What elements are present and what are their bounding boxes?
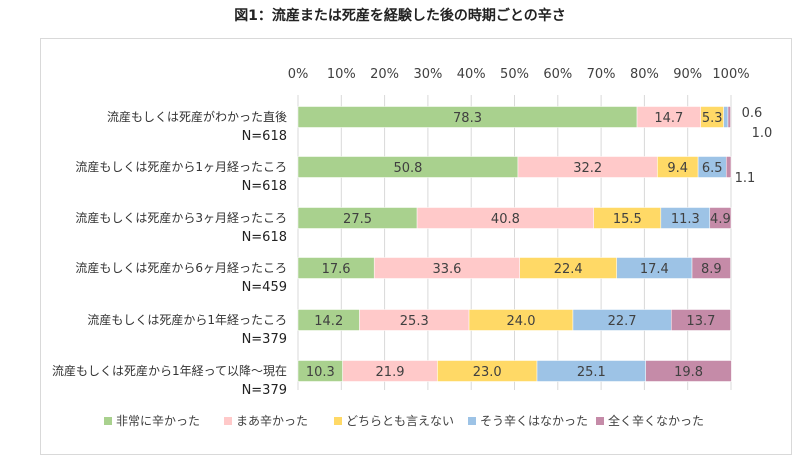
- data-label: 1.1: [735, 171, 756, 186]
- legend-swatch: [596, 417, 604, 425]
- category-label: 流産もしくは死産から3ヶ月経ったころ: [75, 210, 287, 225]
- x-tick-label: 40%: [457, 67, 486, 82]
- x-tick-label: 0%: [288, 67, 309, 82]
- x-tick-label: 50%: [500, 67, 529, 82]
- legend-label: どちらとも言えない: [346, 414, 454, 428]
- x-tick-label: 10%: [327, 67, 356, 82]
- data-label: 25.3: [400, 314, 429, 329]
- bar-segment: [645, 360, 732, 382]
- data-label: 1.0: [752, 126, 773, 141]
- data-label: 33.6: [432, 262, 461, 277]
- data-label: 25.1: [577, 365, 606, 380]
- x-tick-label: 90%: [673, 67, 702, 82]
- data-label: 15.5: [613, 212, 642, 227]
- data-label: 14.2: [314, 314, 343, 329]
- data-label: 5.3: [702, 111, 723, 126]
- category-label: 流産もしくは死産から1年経ったころ: [87, 312, 287, 327]
- legend-swatch: [224, 417, 232, 425]
- category-n: N=618: [242, 230, 287, 245]
- legend-swatch: [104, 417, 112, 425]
- bar-segment: [723, 106, 729, 128]
- data-label: 6.5: [702, 161, 723, 176]
- data-label: 17.6: [322, 262, 351, 277]
- legend-swatch: [334, 417, 342, 425]
- data-label: 4.9: [710, 212, 731, 227]
- legend-label: 非常に辛かった: [116, 414, 200, 428]
- data-label: 22.4: [554, 262, 583, 277]
- bar-segment: [691, 257, 731, 279]
- legend-label: 全く辛くなかった: [608, 413, 704, 428]
- data-label: 24.0: [507, 314, 536, 329]
- x-tick-label: 60%: [543, 67, 572, 82]
- data-label: 27.5: [343, 212, 372, 227]
- data-label: 40.8: [491, 212, 520, 227]
- data-label: 23.0: [473, 365, 502, 380]
- category-label: 流産もしくは死産がわかった直後: [107, 109, 287, 124]
- legend-swatch: [468, 417, 476, 425]
- data-label: 13.7: [686, 314, 715, 329]
- legend-label: まあ辛かった: [236, 414, 308, 428]
- category-n: N=379: [242, 383, 287, 398]
- data-label: 14.7: [654, 111, 683, 126]
- category-label: 流産もしくは死産から6ヶ月経ったころ: [75, 260, 287, 275]
- bar-segment: [670, 309, 731, 331]
- data-label: 32.2: [573, 161, 602, 176]
- category-n: N=459: [242, 280, 287, 295]
- category-n: N=618: [242, 179, 287, 194]
- x-tick-label: 80%: [630, 67, 659, 82]
- data-label: 22.7: [608, 314, 637, 329]
- data-label: 78.3: [453, 111, 482, 126]
- data-label: 17.4: [640, 262, 669, 277]
- x-tick-label: 70%: [587, 67, 616, 82]
- category-label: 流産もしくは死産から1ヶ月経ったころ: [75, 159, 287, 174]
- data-label: 11.3: [671, 212, 700, 227]
- x-tick-label: 20%: [370, 67, 399, 82]
- data-label: 10.3: [306, 365, 335, 380]
- data-label: 9.4: [667, 161, 688, 176]
- data-label: 50.8: [394, 161, 423, 176]
- category-label: 流産もしくは死産から1年経って以降～現在: [52, 363, 287, 378]
- data-label: 21.9: [376, 365, 405, 380]
- chart-title: 図1：流産または死産を経験した後の時期ごとの辛さ: [234, 8, 566, 24]
- data-label: 8.9: [701, 262, 722, 277]
- data-label: 19.8: [674, 365, 703, 380]
- category-n: N=379: [242, 332, 287, 347]
- x-tick-label: 100%: [712, 67, 749, 82]
- data-label: 0.6: [742, 106, 763, 121]
- bar-segment: [725, 156, 732, 178]
- bar-segment: [727, 106, 731, 128]
- x-tick-label: 30%: [413, 67, 442, 82]
- bar-segment: [709, 207, 732, 229]
- legend-label: そう辛くはなかった: [480, 414, 588, 428]
- category-n: N=618: [242, 129, 287, 144]
